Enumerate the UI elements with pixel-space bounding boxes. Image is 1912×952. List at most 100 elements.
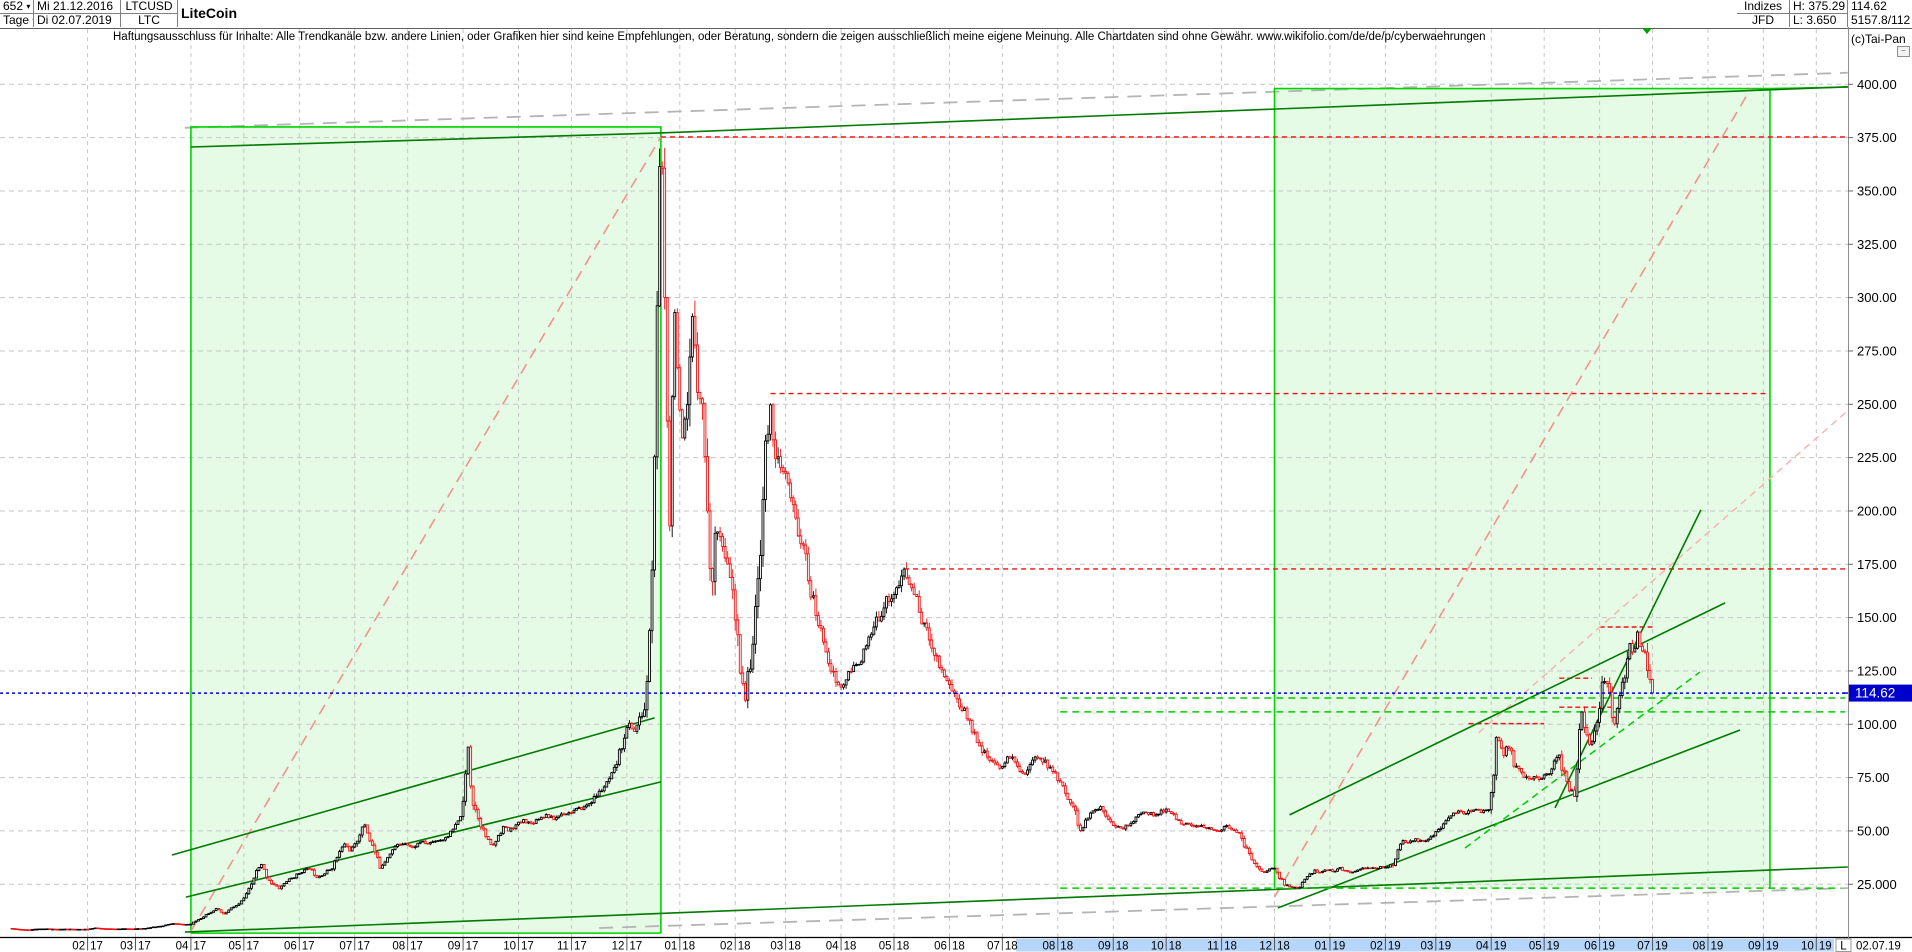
svg-text:04: 04 bbox=[1476, 941, 1489, 952]
svg-text:19: 19 bbox=[1388, 941, 1401, 952]
svg-text:19: 19 bbox=[1766, 941, 1779, 952]
svg-text:250.00: 250.00 bbox=[1857, 397, 1897, 412]
feed-value: 5157.8/112 bbox=[1851, 14, 1911, 27]
svg-text:09: 09 bbox=[1098, 941, 1111, 952]
start-date-label: Mi 21.12.2016 bbox=[34, 0, 121, 14]
svg-text:07: 07 bbox=[1637, 941, 1650, 952]
low-value: L: 3.650 bbox=[1790, 14, 1848, 27]
svg-text:03: 03 bbox=[770, 941, 783, 952]
svg-text:04: 04 bbox=[826, 941, 839, 952]
svg-text:19: 19 bbox=[1494, 941, 1507, 952]
svg-text:06: 06 bbox=[284, 941, 297, 952]
axis-highlight bbox=[1016, 939, 1834, 952]
candles bbox=[10, 147, 1654, 932]
price-line: 114.62 bbox=[0, 684, 1912, 702]
svg-text:03: 03 bbox=[120, 941, 133, 952]
svg-text:200.00: 200.00 bbox=[1857, 503, 1897, 518]
high-value: H: 375.29 bbox=[1790, 0, 1848, 14]
svg-text:12: 12 bbox=[1259, 941, 1272, 952]
svg-text:350.00: 350.00 bbox=[1857, 183, 1897, 198]
svg-text:19: 19 bbox=[1332, 941, 1345, 952]
svg-text:11: 11 bbox=[557, 941, 569, 952]
svg-text:18: 18 bbox=[844, 941, 857, 952]
svg-text:17: 17 bbox=[90, 941, 103, 952]
svg-text:225.00: 225.00 bbox=[1857, 450, 1897, 465]
svg-text:18: 18 bbox=[952, 941, 965, 952]
symbol-short-label: LTC bbox=[121, 14, 178, 27]
svg-text:19: 19 bbox=[1602, 941, 1615, 952]
svg-text:17: 17 bbox=[521, 941, 534, 952]
svg-text:75.00: 75.00 bbox=[1857, 770, 1890, 785]
svg-text:02: 02 bbox=[720, 941, 733, 952]
svg-text:325.00: 325.00 bbox=[1857, 237, 1897, 252]
svg-text:125.00: 125.00 bbox=[1857, 663, 1897, 678]
last-price-badge bbox=[1849, 684, 1912, 702]
end-date-label: Di 02.07.2019 bbox=[34, 14, 121, 27]
svg-text:17: 17 bbox=[302, 941, 315, 952]
svg-text:05: 05 bbox=[1529, 941, 1542, 952]
svg-text:17: 17 bbox=[193, 941, 206, 952]
chart-header: 652 ▾ Mi 21.12.2016 LTCUSD LiteCoin Tage… bbox=[0, 0, 1912, 29]
chevron-down-icon: ▾ bbox=[26, 2, 31, 11]
svg-text:18: 18 bbox=[1277, 941, 1290, 952]
svg-text:10: 10 bbox=[503, 941, 516, 952]
svg-text:18: 18 bbox=[897, 941, 910, 952]
axis-labels: 400.00 375.00 350.00 325.00 300.00 275.00 250.… bbox=[72, 77, 1901, 952]
svg-text:10: 10 bbox=[1151, 941, 1164, 952]
feed-label: JFD bbox=[1737, 14, 1790, 27]
cursor-date: 02.07.19 bbox=[1856, 941, 1901, 952]
svg-text:04: 04 bbox=[176, 941, 189, 952]
svg-text:25.000: 25.000 bbox=[1857, 877, 1897, 892]
instrument-name: LiteCoin bbox=[181, 5, 237, 21]
svg-text:18: 18 bbox=[1005, 941, 1018, 952]
svg-text:03: 03 bbox=[1421, 941, 1434, 952]
svg-text:18: 18 bbox=[738, 941, 751, 952]
svg-text:10: 10 bbox=[1801, 941, 1814, 952]
chevron-down-icon: ▾ bbox=[32, 16, 33, 25]
last-price-header: 114.62 bbox=[1851, 0, 1887, 13]
svg-text:05: 05 bbox=[229, 941, 242, 952]
svg-text:07: 07 bbox=[339, 941, 352, 952]
svg-text:06: 06 bbox=[1584, 941, 1597, 952]
svg-text:300.00: 300.00 bbox=[1857, 290, 1897, 305]
minimize-icon[interactable]: − bbox=[1897, 46, 1910, 57]
svg-text:19: 19 bbox=[1710, 941, 1723, 952]
svg-text:09: 09 bbox=[448, 941, 461, 952]
svg-text:08: 08 bbox=[392, 941, 405, 952]
svg-text:400.00: 400.00 bbox=[1857, 77, 1897, 92]
axes bbox=[0, 27, 1912, 952]
svg-text:08: 08 bbox=[1693, 941, 1706, 952]
bars-count-dropdown[interactable]: 652 ▾ bbox=[0, 0, 34, 14]
period-dropdown[interactable]: Tage ▾ bbox=[0, 14, 34, 27]
svg-text:114.62: 114.62 bbox=[1855, 686, 1895, 701]
svg-text:01: 01 bbox=[1315, 941, 1328, 952]
svg-text:18: 18 bbox=[682, 941, 695, 952]
svg-text:18: 18 bbox=[1060, 941, 1073, 952]
svg-text:17: 17 bbox=[574, 941, 587, 952]
svg-text:50.00: 50.00 bbox=[1857, 823, 1890, 838]
svg-text:17: 17 bbox=[629, 941, 642, 952]
svg-text:01: 01 bbox=[665, 941, 678, 952]
svg-text:02: 02 bbox=[72, 941, 85, 952]
svg-text:17: 17 bbox=[466, 941, 479, 952]
svg-text:19: 19 bbox=[1655, 941, 1668, 952]
svg-text:19: 19 bbox=[1547, 941, 1560, 952]
svg-text:06: 06 bbox=[934, 941, 947, 952]
copyright-label: (c)Tai-Pan bbox=[1851, 32, 1906, 46]
svg-text:19: 19 bbox=[1819, 941, 1832, 952]
svg-text:100.00: 100.00 bbox=[1857, 717, 1897, 732]
svg-text:18: 18 bbox=[1169, 941, 1182, 952]
svg-text:150.00: 150.00 bbox=[1857, 610, 1897, 625]
svg-text:18: 18 bbox=[788, 941, 801, 952]
svg-text:17: 17 bbox=[410, 941, 423, 952]
svg-text:18: 18 bbox=[1116, 941, 1129, 952]
symbol-label: LTCUSD bbox=[121, 0, 178, 14]
indices-label: Indizes bbox=[1737, 0, 1790, 14]
disclaimer-text: Haftungsausschluss für Inhalte: Alle Tre… bbox=[113, 31, 1486, 43]
low-marker: L bbox=[1840, 941, 1847, 952]
trend-lines bbox=[171, 71, 1849, 934]
svg-text:17: 17 bbox=[138, 941, 151, 952]
svg-text:11: 11 bbox=[1207, 941, 1219, 952]
price-chart[interactable]: 114.62 400.00 375.00 350.00 325.00 300.00 275.… bbox=[0, 27, 1912, 952]
svg-text:07: 07 bbox=[987, 941, 1000, 952]
